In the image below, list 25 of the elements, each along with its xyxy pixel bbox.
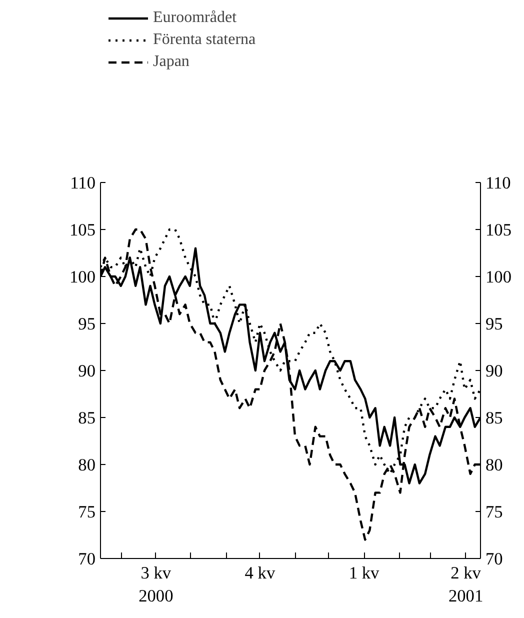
y-tick-label: 100 [70, 268, 96, 286]
y2-tick-label: 110 [486, 174, 511, 192]
y-tick-label: 80 [78, 456, 96, 474]
legend-label: Förenta staterna [153, 31, 256, 49]
legend-label: Japan [153, 53, 190, 71]
y2-tick-label: 95 [486, 314, 503, 334]
y-tick-label: 110 [70, 174, 96, 192]
legend-label: Euroområdet [153, 9, 237, 27]
y-tick-label: 90 [78, 362, 96, 380]
x-tick-label: 2 kv 2001 [448, 564, 484, 606]
x-tick-label: 4 kv [244, 564, 276, 582]
y-tick-label: 85 [78, 408, 96, 428]
y-tick-label: 105 [70, 220, 96, 240]
y2-tick-label: 80 [486, 456, 503, 474]
y2-tick-label: 90 [486, 362, 503, 380]
y2-tick-label: 75 [486, 502, 503, 522]
y2-tick-label: 85 [486, 408, 503, 428]
y-tick-label: 70 [78, 550, 96, 568]
y-tick-label: 95 [78, 314, 96, 334]
x-tick-label: 3 kv 2000 [138, 564, 174, 606]
y2-tick-label: 100 [486, 268, 512, 286]
y-tick-label: 75 [78, 502, 96, 522]
y2-tick-label: 70 [486, 550, 503, 568]
x-tick-label: 1 kv [348, 564, 380, 582]
y2-tick-label: 105 [486, 220, 512, 240]
